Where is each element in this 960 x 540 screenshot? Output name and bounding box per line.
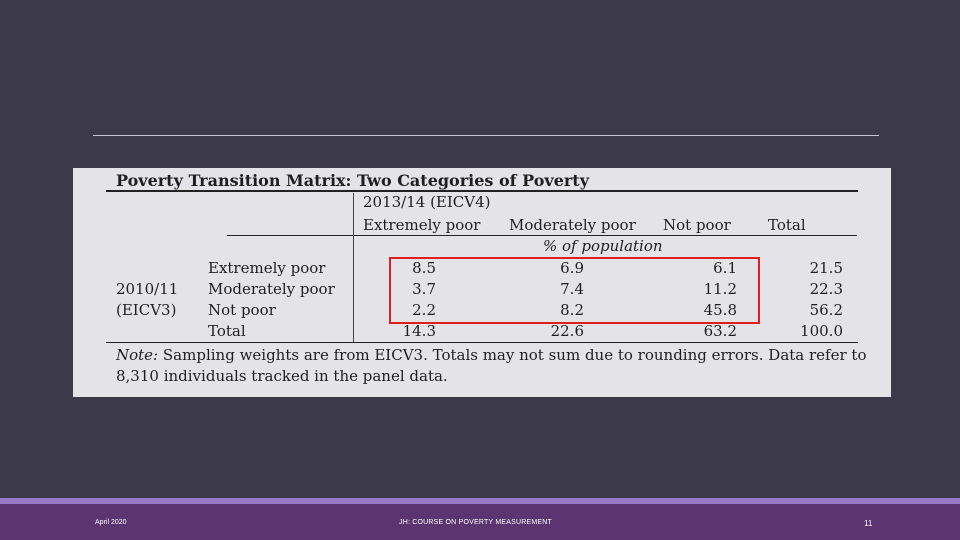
row-label-extremely-poor: Extremely poor xyxy=(208,259,326,277)
table-cell: 22.3 xyxy=(809,280,843,298)
table-cell: 2.2 xyxy=(412,301,436,319)
row-group-label-year: 2010/11 xyxy=(116,280,179,298)
col-header-moderately-poor: Moderately poor xyxy=(509,216,636,234)
unit-label: % of population xyxy=(543,237,663,255)
table-cell: 63.2 xyxy=(703,322,737,340)
table-note: Note: Sampling weights are from EICV3. T… xyxy=(116,345,876,387)
table-cell: 21.5 xyxy=(809,259,843,277)
note-label: Note: xyxy=(116,346,159,364)
table-cell: 8.5 xyxy=(412,259,436,277)
highlight-box xyxy=(389,257,760,324)
table-cell: 14.3 xyxy=(402,322,436,340)
col-header-not-poor: Not poor xyxy=(663,216,731,234)
transition-matrix-table: Poverty Transition Matrix: Two Categorie… xyxy=(73,168,891,397)
row-label-not-poor: Not poor xyxy=(208,301,276,319)
table-title: Poverty Transition Matrix: Two Categorie… xyxy=(116,171,589,190)
footer-date: April 2020 xyxy=(95,519,127,526)
table-cell: 7.4 xyxy=(560,280,584,298)
row-label-moderately-poor: Moderately poor xyxy=(208,280,335,298)
table-cell: 56.2 xyxy=(809,301,843,319)
column-group-header: 2013/14 (EICV4) xyxy=(363,193,491,211)
bottom-rule xyxy=(106,342,858,343)
col-header-total: Total xyxy=(768,216,806,234)
row-group-label-survey: (EICV3) xyxy=(116,301,177,319)
footer-accent-bar xyxy=(0,498,960,504)
slide-footer: April 2020 JH: COURSE ON POVERTY MEASURE… xyxy=(0,504,960,540)
footer-course-title: JH: COURSE ON POVERTY MEASUREMENT xyxy=(399,519,552,526)
header-rule xyxy=(227,235,857,236)
slide-number: 11 xyxy=(864,519,873,528)
table-cell: 8.2 xyxy=(560,301,584,319)
slide-top-rule xyxy=(93,135,879,136)
column-divider xyxy=(353,193,354,343)
table-cell: 11.2 xyxy=(703,280,737,298)
table-cell: 22.6 xyxy=(550,322,584,340)
row-label-total: Total xyxy=(208,322,246,340)
note-text: Sampling weights are from EICV3. Totals … xyxy=(116,346,867,385)
table-cell: 45.8 xyxy=(703,301,737,319)
col-header-extremely-poor: Extremely poor xyxy=(363,216,481,234)
title-rule xyxy=(106,190,858,192)
table-cell: 3.7 xyxy=(412,280,436,298)
table-cell: 6.1 xyxy=(713,259,737,277)
table-cell: 6.9 xyxy=(560,259,584,277)
table-cell: 100.0 xyxy=(800,322,843,340)
